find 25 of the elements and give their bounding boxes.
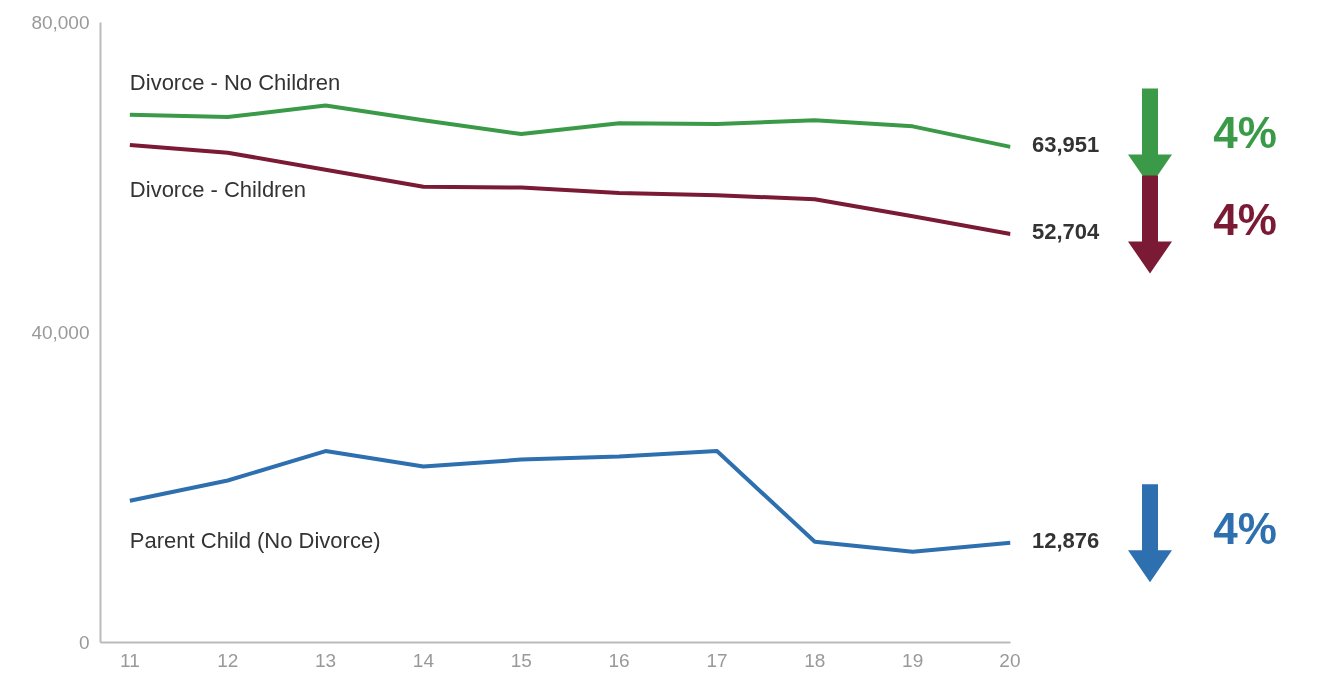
x-tick-label: 12 [217,649,239,671]
series-label: Parent Child (No Divorce) [129,528,381,554]
line-series [127,103,1011,149]
text: 4% [1213,108,1277,158]
data-label: 63,951 [1032,132,1100,158]
data-label: 12,876 [1032,528,1100,554]
data-label: 52,704 [1032,219,1101,245]
x-tick-label: 19 [902,649,924,671]
x-tick-label: 13 [314,649,337,671]
y-tick-label: 0 [78,632,90,653]
y-tick-label: 40,000 [31,322,90,343]
line-series [127,142,1011,237]
series-label: Divorce - Children [129,177,306,203]
x-tick-label: 11 [119,649,140,671]
x-tick-label: 18 [804,649,826,671]
text: 4% [1213,195,1277,245]
line-series [127,449,1011,554]
x-tick-label: 15 [510,649,532,671]
x-tick-label: 20 [999,649,1021,671]
series-label: Divorce - No Children [129,70,341,96]
text: 4% [1213,503,1277,553]
x-tick-label: 16 [608,649,630,671]
y-tick-label: 80,000 [31,12,90,33]
x-tick-label: 17 [706,649,728,671]
x-tick-label: 14 [412,649,435,671]
